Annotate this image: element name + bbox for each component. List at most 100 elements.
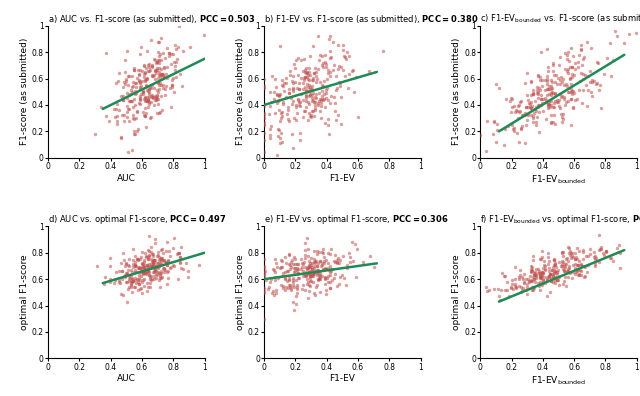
Point <box>567 253 577 260</box>
Point <box>559 96 570 103</box>
Point <box>298 97 308 103</box>
Point <box>147 276 157 282</box>
Point <box>147 64 157 70</box>
Point <box>328 39 338 46</box>
Point <box>157 273 167 280</box>
Point <box>259 285 269 291</box>
Point <box>529 268 540 275</box>
Point <box>282 111 292 117</box>
Point <box>562 83 572 89</box>
Point <box>140 94 150 100</box>
Point <box>335 80 345 86</box>
Point <box>115 280 125 287</box>
Point <box>586 45 596 51</box>
Point <box>531 272 541 278</box>
Point <box>288 97 298 104</box>
Point <box>326 246 337 253</box>
Point <box>293 270 303 276</box>
Point <box>287 261 298 267</box>
Point <box>288 275 298 281</box>
Point <box>118 112 129 118</box>
Point <box>552 276 562 283</box>
Point <box>519 279 529 285</box>
Point <box>161 260 172 266</box>
Point <box>514 101 524 108</box>
Point <box>303 264 313 270</box>
Point <box>323 260 333 266</box>
Point <box>330 94 340 100</box>
Point <box>514 274 524 280</box>
Point <box>378 48 388 54</box>
Point <box>615 249 625 256</box>
Point <box>504 293 514 299</box>
Point <box>111 101 122 107</box>
Point <box>114 107 124 113</box>
Point <box>347 68 357 74</box>
Point <box>277 82 287 88</box>
Point <box>141 75 152 81</box>
Point <box>286 264 296 270</box>
Point <box>126 87 136 93</box>
Point <box>507 121 517 128</box>
Point <box>317 273 327 279</box>
Point <box>566 80 577 87</box>
Point <box>631 29 640 36</box>
Point <box>564 58 574 65</box>
Point <box>150 94 161 101</box>
Point <box>301 93 312 99</box>
Point <box>151 268 161 275</box>
Point <box>499 126 509 133</box>
Point <box>513 115 523 121</box>
Point <box>143 68 153 74</box>
Point <box>506 109 516 115</box>
Point <box>267 289 277 296</box>
Point <box>143 88 153 95</box>
Point <box>120 272 130 278</box>
Point <box>568 105 579 111</box>
Point <box>287 73 298 80</box>
Point <box>114 268 124 274</box>
Point <box>320 120 330 126</box>
Point <box>319 274 330 281</box>
Point <box>559 263 569 269</box>
Point <box>305 272 315 279</box>
Point <box>577 62 588 69</box>
Point <box>138 277 148 283</box>
Point <box>333 42 343 48</box>
Point <box>312 76 323 82</box>
Point <box>304 270 314 276</box>
Point <box>573 261 583 268</box>
Point <box>120 260 131 267</box>
Point <box>259 121 269 127</box>
Point <box>158 265 168 271</box>
Point <box>599 251 609 258</box>
Point <box>152 87 162 93</box>
Point <box>541 276 552 282</box>
Point <box>150 235 160 242</box>
Point <box>309 268 319 275</box>
Point <box>507 104 517 110</box>
Point <box>284 273 294 279</box>
Point <box>341 282 351 288</box>
Point <box>145 264 156 270</box>
Point <box>165 104 175 110</box>
Point <box>175 254 185 261</box>
Point <box>319 95 329 102</box>
Point <box>516 287 527 293</box>
Point <box>132 108 143 114</box>
Point <box>145 37 156 44</box>
Point <box>324 285 335 291</box>
Point <box>310 259 320 266</box>
Point <box>154 262 164 268</box>
Point <box>136 277 146 283</box>
Point <box>152 48 163 55</box>
Point <box>510 282 520 289</box>
Point <box>585 246 595 253</box>
Point <box>547 83 557 89</box>
Point <box>330 259 340 265</box>
Point <box>151 263 161 269</box>
Point <box>166 61 177 67</box>
Point <box>546 92 556 98</box>
Point <box>140 268 150 275</box>
Point <box>337 272 347 278</box>
